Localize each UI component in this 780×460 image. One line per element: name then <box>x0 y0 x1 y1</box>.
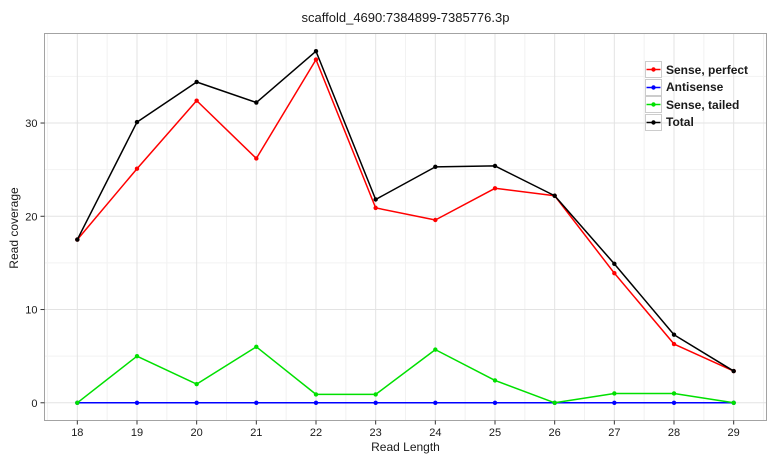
x-tick-label: 18 <box>71 427 83 439</box>
series-point-total <box>75 237 80 242</box>
series-point-sense-tailed <box>552 400 557 405</box>
series-point-sense-perfect <box>134 166 140 171</box>
series-point-sense-tailed <box>254 344 259 350</box>
series-point-total <box>194 79 199 85</box>
series-point-sense-tailed <box>671 391 677 396</box>
series-point-antisense <box>194 400 199 405</box>
series-point-total <box>373 197 378 202</box>
legend-item-sense-perfect: Sense, perfect <box>645 61 748 79</box>
series-point-antisense <box>612 400 617 405</box>
series-point-antisense <box>313 400 319 405</box>
y-tick-label: 10 <box>25 305 37 317</box>
series-point-sense-perfect <box>671 341 677 347</box>
legend-item-sense-tailed: Sense, tailed <box>645 96 748 114</box>
series-point-sense-tailed <box>731 400 736 405</box>
series-line-total <box>76 50 735 372</box>
series-point-sense-perfect <box>373 205 378 211</box>
legend-label: Antisense <box>666 80 724 95</box>
legend-key-antisense-icon <box>645 78 662 96</box>
x-tick-label: 28 <box>668 427 680 439</box>
series-point-total <box>731 368 736 374</box>
x-tick-label: 26 <box>549 427 561 439</box>
series-point-antisense <box>254 400 259 405</box>
x-axis-label: Read Length <box>371 440 440 454</box>
legend-key-glyph <box>646 102 661 107</box>
series-point-sense-tailed <box>134 353 140 359</box>
legend-key-sense-perfect-icon <box>645 61 662 79</box>
legend-item-antisense: Antisense <box>645 78 748 97</box>
legend-key-total-icon <box>645 113 662 131</box>
legend-key-glyph <box>646 120 661 125</box>
legend-label: Total <box>666 115 694 130</box>
x-tick-label: 27 <box>608 427 620 439</box>
x-tick-label: 25 <box>489 427 501 439</box>
series-point-sense-tailed <box>612 391 617 396</box>
legend-item-total: Total <box>645 113 748 132</box>
series-point-sense-tailed <box>433 347 438 352</box>
legend-label: Sense, perfect <box>666 62 749 77</box>
x-tick-label: 19 <box>131 427 143 439</box>
chart-title: scaffold_4690:7384899-7385776.3p <box>301 10 510 25</box>
x-tick-label: 21 <box>250 427 262 439</box>
series-point-sense-tailed <box>313 392 319 397</box>
series-point-antisense <box>373 400 378 405</box>
series-point-total <box>313 49 319 54</box>
legend-label: Sense, tailed <box>666 97 740 112</box>
series-point-antisense <box>671 400 677 405</box>
y-tick-label: 30 <box>25 118 37 130</box>
series-line-sense-perfect <box>76 58 734 372</box>
legend: Sense, perfect Antisense Sense, tailed T… <box>645 61 748 131</box>
series-point-sense-tailed <box>373 392 378 397</box>
series-point-sense-perfect <box>254 156 259 161</box>
series-point-sense-perfect <box>433 217 438 223</box>
x-tick-label: 22 <box>310 427 322 439</box>
y-tick-label: 0 <box>31 398 37 410</box>
series-point-total <box>134 119 140 125</box>
series-point-total <box>671 332 677 337</box>
series-line-sense-tailed <box>76 346 734 404</box>
series-point-sense-tailed <box>75 400 80 405</box>
x-tick-label: 23 <box>370 427 382 439</box>
legend-key-glyph <box>646 67 661 72</box>
series-point-sense-tailed <box>194 381 199 387</box>
series-point-antisense <box>492 400 498 405</box>
series-point-total <box>492 163 498 169</box>
panel-border <box>44 33 767 421</box>
legend-key-glyph <box>646 85 661 90</box>
series-point-total <box>552 193 557 198</box>
x-tick-label: 29 <box>728 427 740 439</box>
x-tick-label: 24 <box>429 427 441 439</box>
series-point-sense-perfect <box>492 186 498 191</box>
x-tick-label: 20 <box>191 427 203 439</box>
y-tick-label: 20 <box>25 211 37 223</box>
series-point-sense-perfect <box>612 270 617 276</box>
series-point-sense-perfect <box>194 98 199 103</box>
series-point-antisense <box>433 400 438 405</box>
legend-key-sense-tailed-icon <box>645 96 662 114</box>
series-point-antisense <box>134 400 140 405</box>
series-point-total <box>612 261 617 267</box>
series-point-total <box>254 100 259 105</box>
series-point-sense-perfect <box>313 57 319 62</box>
series-point-total <box>433 164 438 170</box>
series-point-sense-tailed <box>492 378 498 383</box>
